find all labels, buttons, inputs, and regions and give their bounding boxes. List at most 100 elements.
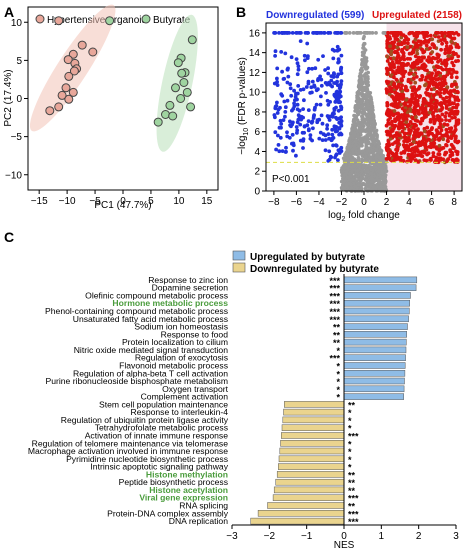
volcano-point-nonsignificant — [360, 88, 365, 92]
volcano-point-downregulated — [296, 84, 301, 88]
volcano-point-upregulated — [437, 102, 441, 106]
gsea-bar — [281, 432, 345, 439]
volcano-point-upregulated — [442, 37, 447, 42]
volcano-point-upregulated — [401, 158, 406, 163]
volcano-point-upregulated — [393, 152, 397, 157]
volcano-downregulated-label: Downregulated (599) — [266, 10, 364, 21]
volcano-point-upregulated — [406, 136, 411, 140]
volcano-point-upregulated — [388, 85, 392, 90]
volcano-point-upregulated — [449, 75, 454, 79]
volcano-point-upregulated — [422, 149, 427, 154]
volcano-point-nonsignificant — [353, 140, 358, 145]
volcano-point-upregulated — [413, 158, 418, 163]
gsea-bar — [283, 408, 345, 416]
volcano-point-upregulated — [441, 81, 446, 86]
volcano-point-nonsignificant — [357, 104, 362, 108]
volcano-point-upregulated — [450, 82, 454, 87]
volcano-point-capped — [355, 31, 360, 35]
volcano-point-upregulated — [396, 111, 400, 116]
gsea-bar — [278, 455, 345, 463]
volcano-point-upregulated — [387, 109, 392, 113]
volcano-point-upregulated — [438, 73, 443, 78]
volcano-point-nonsignificant — [349, 182, 353, 187]
panel-letter-a: A — [4, 4, 14, 20]
volcano-point-downregulated — [334, 152, 339, 157]
gsea-bar — [343, 284, 417, 291]
volcano-point-capped — [414, 31, 419, 35]
volcano-point-downregulated — [275, 111, 280, 115]
volcano-point-capped — [365, 31, 370, 35]
volcano-point-upregulated — [420, 48, 425, 52]
volcano-point-nonsignificant — [351, 178, 356, 182]
volcano-point-nonsignificant — [350, 152, 355, 156]
volcano-point-downregulated — [313, 66, 318, 71]
volcano-point-upregulated — [424, 75, 429, 80]
volcano-point-upregulated — [401, 62, 406, 66]
volcano-point-downregulated — [325, 126, 329, 131]
volcano-point-downregulated — [292, 104, 297, 109]
volcano-point-downregulated — [311, 126, 315, 131]
volcano-point-downregulated — [324, 91, 328, 95]
volcano-point-upregulated — [404, 85, 408, 90]
volcano-point-upregulated — [412, 133, 416, 138]
volcano-point-nonsignificant — [360, 157, 364, 161]
volcano-point-nonsignificant — [358, 78, 362, 82]
volcano-point-downregulated — [302, 130, 306, 135]
pca-point-hypertensive — [88, 47, 98, 57]
volcano-point-downregulated — [308, 133, 313, 138]
volcano-point-upregulated — [385, 39, 390, 44]
volcano-point-upregulated — [435, 132, 440, 136]
volcano-point-nonsignificant — [373, 122, 377, 127]
volcano-point-downregulated — [323, 138, 328, 142]
volcano-point-upregulated — [418, 121, 423, 126]
volcano-point-nonsignificant — [378, 150, 383, 155]
gsea-significance-label: * — [336, 377, 340, 387]
volcano-point-upregulated — [386, 88, 390, 93]
gsea-bar — [279, 447, 345, 455]
volcano-point-downregulated — [289, 55, 294, 60]
volcano-point-downregulated — [318, 130, 323, 135]
volcano-point-downregulated — [303, 58, 307, 63]
volcano-y-tick-label: 12 — [249, 68, 261, 79]
volcano-point-nonsignificant — [363, 154, 368, 159]
volcano-point-upregulated — [450, 150, 454, 155]
volcano-point-upregulated — [448, 34, 452, 39]
volcano-point-upregulated — [440, 112, 445, 117]
gsea-significance-label: * — [336, 346, 340, 356]
pca-point-hypertensive — [64, 94, 74, 104]
volcano-point-upregulated — [447, 102, 452, 107]
volcano-point-upregulated — [390, 123, 395, 127]
volcano-point-nonsignificant — [363, 80, 367, 84]
volcano-point-nonsignificant — [361, 96, 366, 101]
gsea-bar-chart: Upregulated by butyrate Downregulated by… — [28, 250, 459, 550]
volcano-point-capped — [314, 31, 319, 35]
volcano-point-upregulated — [431, 93, 436, 98]
volcano-point-upregulated — [386, 80, 390, 84]
volcano-point-nonsignificant — [365, 88, 370, 93]
volcano-point-downregulated — [321, 132, 326, 137]
gsea-significance-label: * — [348, 463, 352, 473]
volcano-point-upregulated — [413, 118, 418, 123]
volcano-point-downregulated — [339, 53, 344, 58]
volcano-point-downregulated — [330, 132, 335, 137]
volcano-point-upregulated — [454, 105, 459, 110]
volcano-point-upregulated — [441, 74, 446, 79]
gsea-bar-label: Protein-DNA complex assembly — [107, 508, 229, 518]
volcano-point-downregulated — [272, 113, 277, 117]
volcano-point-upregulated — [408, 109, 413, 113]
gsea-significance-label: * — [348, 416, 352, 426]
volcano-point-nonsignificant — [349, 144, 354, 148]
volcano-point-upregulated — [392, 75, 396, 80]
volcano-point-downregulated — [337, 99, 341, 104]
volcano-point-nonsignificant — [364, 188, 369, 193]
volcano-point-downregulated — [276, 133, 280, 138]
volcano-point-upregulated — [455, 122, 460, 126]
volcano-point-downregulated — [319, 83, 324, 88]
gsea-bar-label: Regulation of alpha-beta T cell activati… — [73, 368, 228, 378]
gsea-bar — [343, 307, 410, 315]
volcano-point-upregulated — [446, 68, 451, 72]
volcano-point-downregulated — [294, 125, 299, 129]
volcano-point-nonsignificant — [365, 113, 369, 117]
volcano-point-upregulated — [442, 122, 447, 126]
volcano-point-nonsignificant — [342, 186, 347, 191]
